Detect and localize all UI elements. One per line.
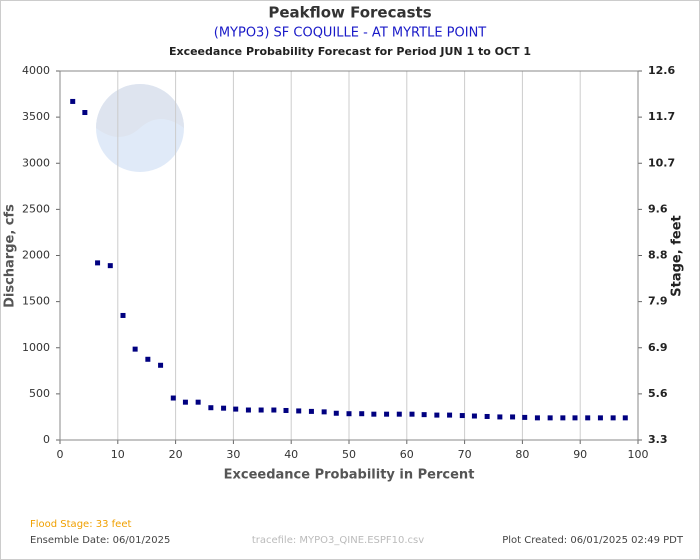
point [572, 415, 578, 421]
chart-title: Peakflow Forecasts [268, 4, 431, 22]
y-tick-label: 500 [29, 387, 50, 400]
plot-area [59, 70, 639, 441]
x-tick-label: 30 [226, 448, 240, 461]
point [421, 412, 427, 418]
point [447, 412, 453, 418]
y2-tick-label: 3.3 [648, 433, 668, 446]
y2-tick-label: 12.6 [648, 64, 675, 77]
point [271, 407, 277, 413]
y-tick-label: 3500 [22, 110, 50, 123]
plot-created: Plot Created: 06/01/2025 02:49 PDT [502, 535, 684, 546]
y-tick-label: 1000 [22, 341, 50, 354]
point [585, 415, 591, 421]
y2-axis-label: Stage, feet [670, 215, 685, 296]
point [145, 356, 151, 362]
x-tick-label: 10 [111, 448, 125, 461]
y-tick-label: 2000 [22, 249, 50, 262]
point [70, 98, 76, 104]
point [510, 414, 516, 420]
point [534, 415, 540, 421]
point [522, 414, 528, 420]
point [283, 407, 289, 413]
x-axis-label: Exceedance Probability in Percent [224, 468, 475, 483]
x-tick-label: 50 [342, 448, 356, 461]
y-tick-label: 2500 [22, 202, 50, 215]
y-tick-label: 1500 [22, 295, 50, 308]
point [195, 399, 201, 405]
point [82, 110, 88, 116]
point [484, 413, 490, 419]
x-tick-label: 60 [400, 448, 414, 461]
x-tick-label: 20 [169, 448, 183, 461]
flood-stage: Flood Stage: 33 feet [30, 519, 131, 530]
ensemble-date: Ensemble Date: 06/01/2025 [30, 535, 170, 546]
y-tick-label: 4000 [22, 64, 50, 77]
point [471, 413, 477, 419]
x-tick-label: 100 [628, 448, 649, 461]
point [610, 415, 616, 421]
point [346, 411, 352, 417]
y2-tick-label: 7.9 [648, 295, 668, 308]
point [170, 395, 176, 401]
x-tick-label: 80 [515, 448, 529, 461]
point [560, 415, 566, 421]
point [245, 407, 251, 413]
x-tick-label: 70 [458, 448, 472, 461]
point [371, 411, 377, 417]
point [409, 411, 415, 417]
y2-tick-label: 5.6 [648, 387, 668, 400]
point [107, 263, 113, 269]
point [497, 414, 503, 420]
x-tick-label: 0 [57, 448, 64, 461]
point [384, 411, 390, 417]
point [132, 346, 138, 352]
point [321, 409, 327, 415]
point [182, 399, 188, 405]
point [296, 408, 302, 414]
point [233, 406, 239, 412]
point [396, 411, 402, 417]
chart-subtitle2: Exceedance Probability Forecast for Peri… [169, 45, 531, 58]
chart-subtitle: (MYPO3) SF COQUILLE - AT MYRTLE POINT [214, 26, 487, 41]
tracefile: tracefile: MYPO3_QINE.ESPF10.csv [252, 535, 424, 546]
y2-tick-label: 6.9 [648, 341, 668, 354]
y2-tick-label: 8.8 [648, 249, 668, 262]
y-axis-label: Discharge, cfs [3, 204, 18, 308]
point [459, 413, 465, 419]
point [597, 415, 603, 421]
x-tick-label: 90 [573, 448, 587, 461]
y2-tick-label: 10.7 [648, 156, 675, 169]
point [208, 405, 214, 411]
point [120, 312, 126, 318]
point [308, 408, 314, 414]
x-tick-label: 40 [284, 448, 298, 461]
point [547, 415, 553, 421]
point [333, 410, 339, 416]
point [258, 407, 264, 413]
point [359, 411, 365, 417]
point [434, 412, 440, 418]
y2-tick-label: 11.7 [648, 110, 675, 123]
point [221, 405, 227, 411]
y-tick-label: 0 [43, 433, 50, 446]
y-tick-label: 3000 [22, 156, 50, 169]
point [158, 362, 164, 368]
noaa-logo [96, 84, 184, 172]
point [622, 415, 628, 421]
y2-tick-label: 9.6 [648, 202, 668, 215]
point [95, 260, 101, 266]
